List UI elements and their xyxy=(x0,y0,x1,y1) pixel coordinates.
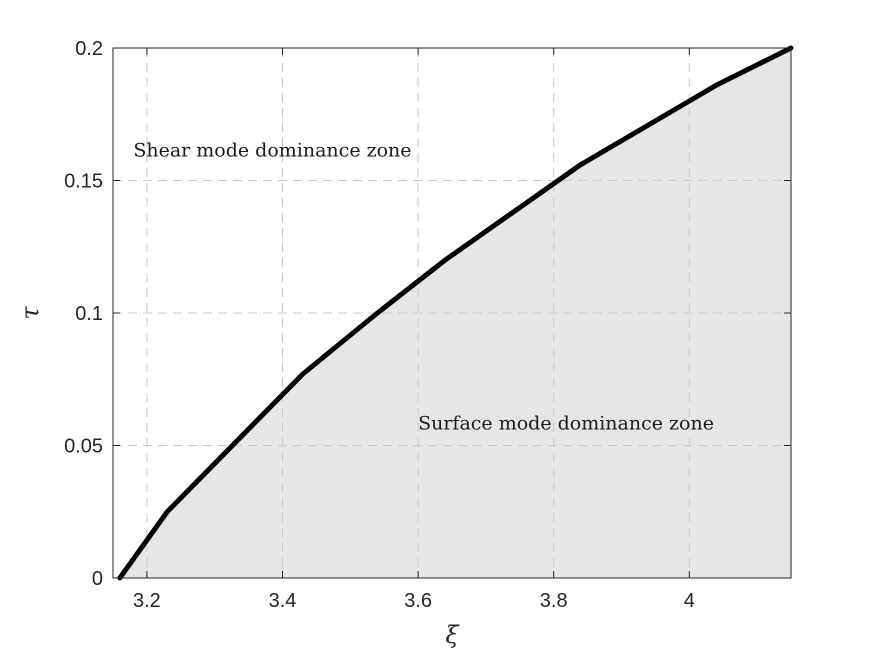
x-tick-label: 3.2 xyxy=(133,590,161,612)
axis-ticks xyxy=(113,47,791,579)
y-tick-label: 0.1 xyxy=(75,303,103,325)
y-axis-label: τ xyxy=(16,306,44,320)
boundary-curve xyxy=(117,45,794,581)
x-tick-label: 3.6 xyxy=(404,590,432,612)
annotation-shear-zone: Shear mode dominance zone xyxy=(133,140,411,162)
x-tick-label: 3.8 xyxy=(540,590,568,612)
y-tick-label: 0.2 xyxy=(75,38,103,60)
x-axis-label: ξ xyxy=(445,621,460,649)
y-tick-label: 0.05 xyxy=(64,436,103,458)
x-tick-label: 4 xyxy=(684,590,695,612)
y-tick-label: 0 xyxy=(92,568,103,590)
y-tick-label: 0.15 xyxy=(64,171,103,193)
x-tick-label: 3.4 xyxy=(269,590,297,612)
annotation-surface-zone: Surface mode dominance zone xyxy=(418,413,714,435)
tick-labels: 3.2 3.4 3.6 3.8 4 0 0.05 0.1 0.15 0.2 xyxy=(64,38,695,612)
